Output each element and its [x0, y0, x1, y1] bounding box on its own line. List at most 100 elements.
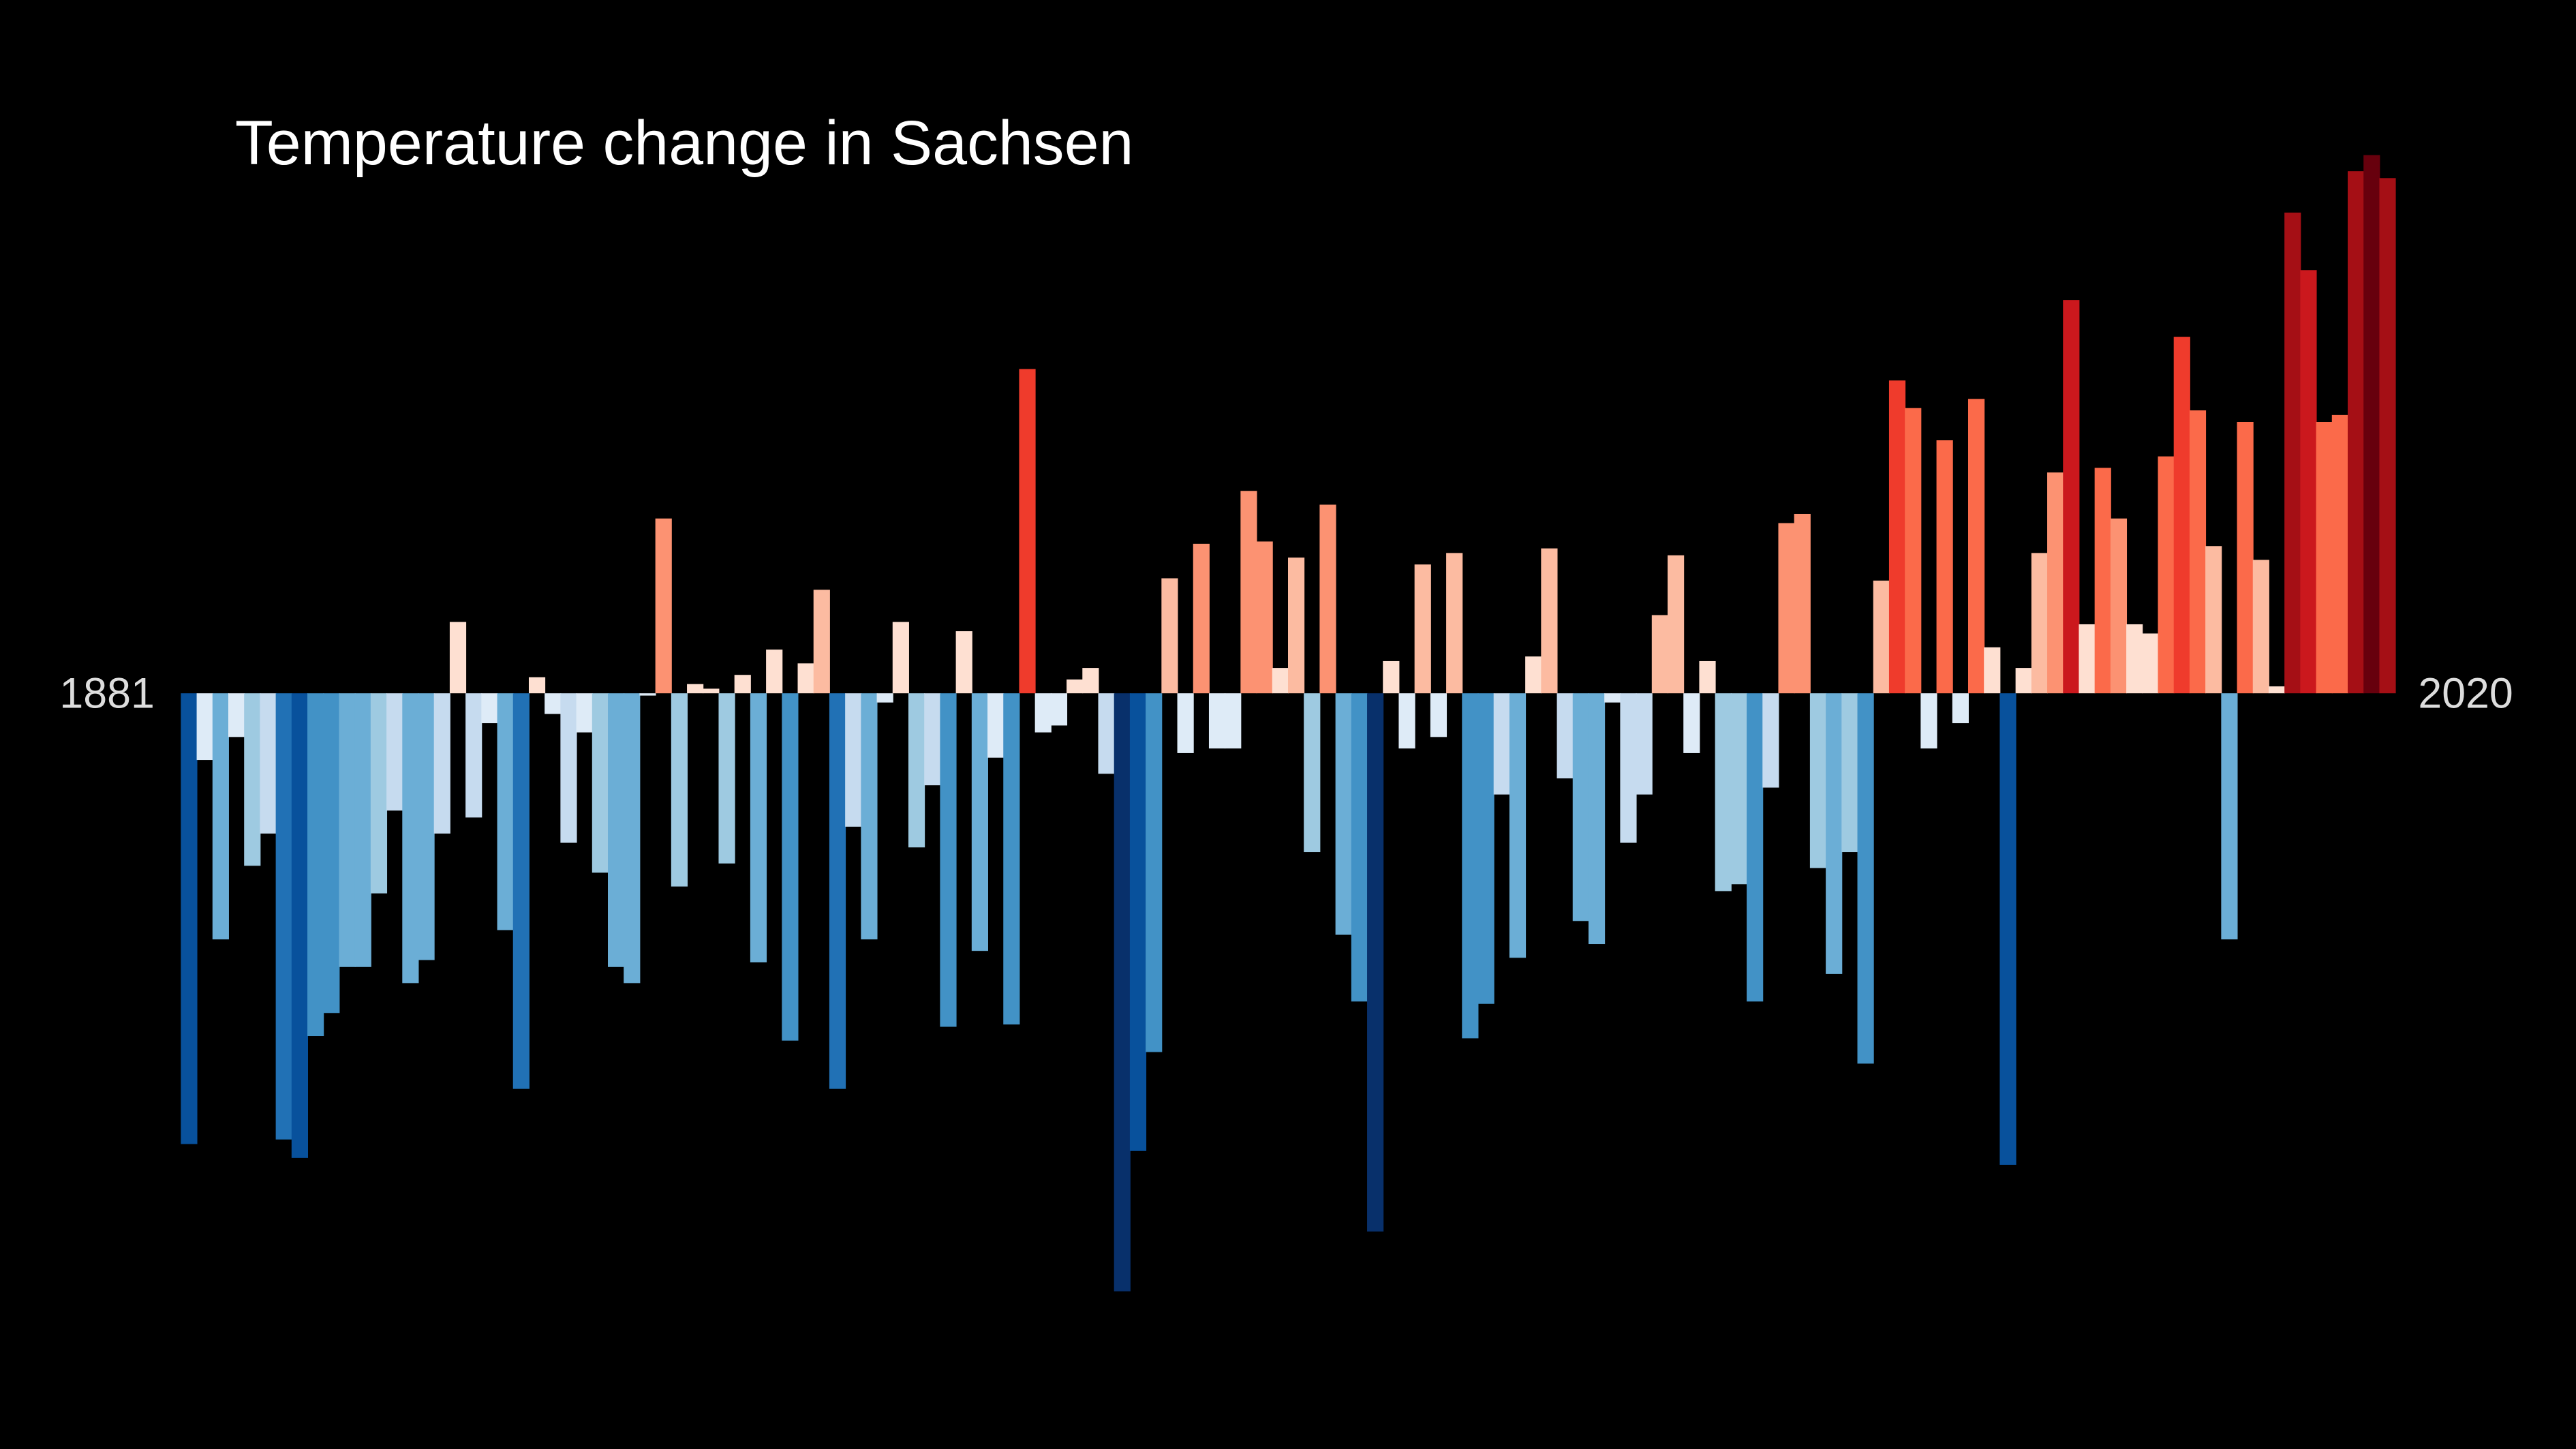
bar: [2047, 472, 2064, 694]
bar: [1762, 693, 1779, 788]
bar: [1984, 647, 2001, 694]
bar: [2284, 212, 2301, 694]
bar: [1067, 679, 1084, 694]
bar: [813, 590, 830, 694]
bar: [1999, 693, 2017, 1165]
bar: [2300, 270, 2317, 694]
bar: [1952, 693, 1969, 724]
bar: [1319, 504, 1336, 694]
bar: [987, 693, 1005, 758]
bar: [323, 693, 340, 1013]
bar: [2110, 518, 2128, 694]
bar: [497, 693, 514, 930]
bar: [2268, 686, 2286, 694]
bar: [181, 693, 198, 1144]
bar: [1477, 693, 1494, 1004]
bar: [1335, 693, 1352, 935]
bar: [386, 693, 403, 811]
bar: [1715, 693, 1732, 891]
bar: [2094, 468, 2111, 694]
bar: [2158, 456, 2175, 694]
bar: [1161, 578, 1178, 694]
bar: [449, 622, 467, 694]
bar: [418, 693, 435, 960]
bar: [228, 693, 245, 737]
bar: [2331, 414, 2348, 694]
bar: [2363, 155, 2380, 694]
bar: [797, 663, 814, 694]
bar: [1398, 693, 1415, 749]
bar: [1873, 580, 1890, 694]
bar: [291, 693, 309, 1158]
bar: [354, 693, 371, 967]
bar: [592, 693, 609, 873]
bar: [1905, 408, 1922, 694]
bar: [1193, 543, 1210, 694]
chart-title: Temperature change in Sachsen: [235, 108, 1134, 178]
bar: [545, 693, 562, 714]
bar: [1620, 693, 1637, 843]
bar: [2173, 337, 2190, 694]
bar: [1683, 693, 1700, 753]
bar: [1304, 693, 1321, 853]
bar: [1826, 693, 1843, 974]
bar: [892, 622, 909, 694]
bar: [639, 693, 656, 696]
bar: [1414, 564, 1431, 694]
bar: [2031, 553, 2048, 694]
bar: [876, 693, 893, 703]
bar: [1462, 693, 1479, 1039]
bar: [260, 693, 277, 834]
bar: [861, 693, 878, 940]
bar: [1794, 513, 1811, 694]
bar: [1509, 693, 1527, 958]
bar: [1541, 548, 1558, 694]
bar: [1146, 693, 1163, 1052]
bar: [2237, 421, 2254, 694]
x-tick-label: 2020: [2418, 670, 2513, 718]
bar: [971, 693, 988, 951]
bar: [2379, 178, 2396, 694]
bar: [2348, 171, 2365, 694]
bar: [1129, 693, 1147, 1151]
bar: [608, 693, 625, 967]
bar: [481, 693, 498, 724]
bar: [1920, 693, 1937, 749]
bar: [1699, 660, 1716, 694]
bar: [2015, 668, 2032, 694]
bar: [244, 693, 261, 866]
bar: [1668, 555, 1685, 694]
bar: [1809, 693, 1827, 868]
bar: [1525, 656, 1542, 694]
bar: [465, 693, 482, 818]
bar: [1351, 693, 1368, 1002]
bar: [1019, 369, 1036, 694]
bar: [1651, 615, 1668, 694]
bar: [2189, 410, 2207, 694]
bar: [2316, 421, 2333, 694]
bar: [750, 693, 767, 963]
bar: [560, 693, 577, 843]
bar: [1430, 693, 1447, 737]
bar: [703, 688, 720, 694]
bar: [1050, 693, 1068, 726]
bar: [1240, 491, 1257, 694]
bar: [671, 693, 688, 887]
bar: [1225, 693, 1242, 749]
bar: [2221, 693, 2238, 940]
bar: [402, 693, 419, 983]
bar: [433, 693, 450, 834]
bar: [212, 693, 229, 940]
bar: [718, 693, 735, 864]
bar: [2079, 624, 2096, 694]
bar: [1572, 693, 1589, 921]
bar: [1114, 693, 1131, 1292]
bar: [655, 518, 672, 694]
bar: [2142, 633, 2159, 694]
bar: [940, 693, 957, 1027]
bar: [1034, 693, 1052, 733]
bar: [1272, 668, 1289, 694]
bar: [528, 677, 546, 694]
bar: [307, 693, 324, 1037]
